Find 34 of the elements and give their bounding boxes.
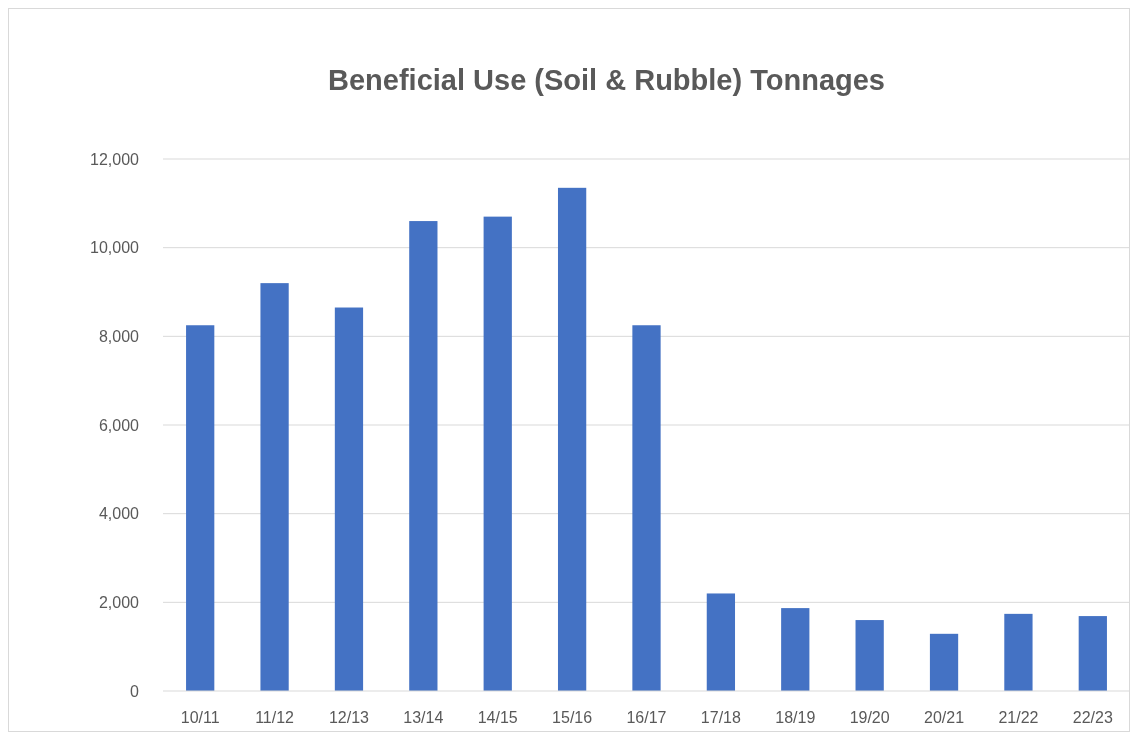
bar	[409, 221, 438, 691]
bar	[260, 283, 289, 691]
y-tick-label: 8,000	[98, 327, 140, 345]
bar	[1004, 613, 1033, 691]
chart-title: Beneficial Use (Soil & Rubble) Tonnages	[328, 64, 885, 96]
y-tick-label: 10,000	[90, 239, 140, 257]
bar	[334, 307, 364, 691]
x-tick-label: 14/15	[477, 709, 518, 726]
bar	[483, 216, 512, 691]
x-tick-label: 20/21	[924, 709, 965, 726]
x-tick-label: 21/22	[998, 709, 1039, 726]
bar	[706, 593, 736, 691]
x-tick-label: 18/19	[775, 709, 816, 726]
x-tick-label: 16/17	[626, 709, 667, 726]
bar	[186, 325, 215, 691]
x-tick-label: 12/13	[328, 709, 370, 726]
bar	[632, 325, 661, 691]
x-tick-label: 22/23	[1072, 709, 1113, 726]
bar	[1078, 616, 1107, 691]
y-tick-label: 12,000	[90, 150, 140, 168]
y-tick-label: 4,000	[98, 505, 140, 523]
bar	[855, 620, 884, 691]
y-tick-label: 6,000	[98, 416, 140, 434]
x-tick-label: 15/16	[552, 709, 593, 726]
x-tick-label: 13/14	[403, 709, 444, 726]
x-tick-label: 19/20	[849, 709, 890, 726]
bar	[929, 633, 959, 691]
x-tick-label: 10/11	[180, 709, 220, 726]
y-tick-label: 2,000	[98, 593, 140, 611]
bar	[781, 608, 810, 691]
bar	[557, 187, 587, 691]
x-tick-label: 17/18	[700, 709, 741, 726]
y-tick-label: 0	[130, 682, 140, 700]
x-tick-label: 11/12	[255, 709, 295, 726]
